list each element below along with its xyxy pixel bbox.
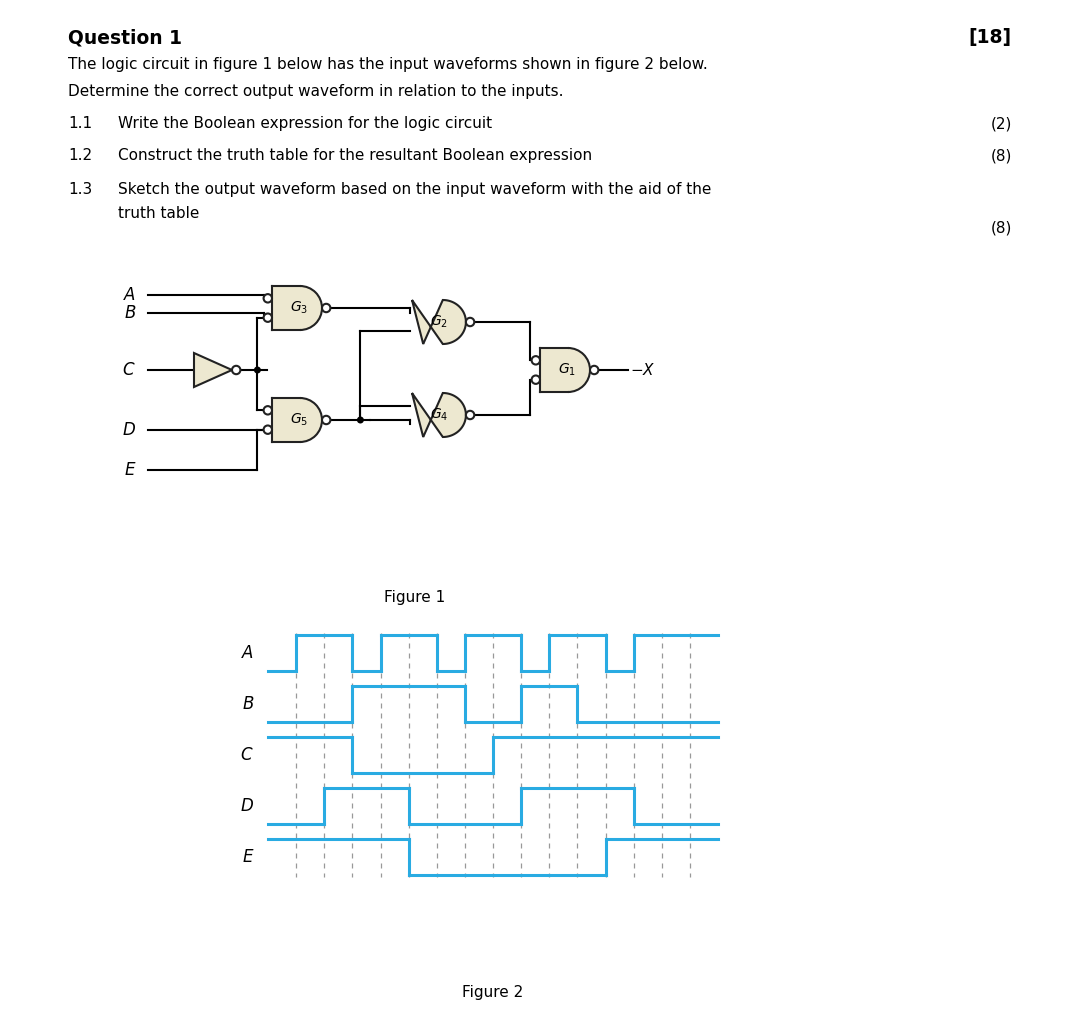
Polygon shape	[272, 398, 300, 442]
Text: 1.3: 1.3	[68, 182, 92, 197]
Circle shape	[465, 318, 474, 326]
Text: $D$: $D$	[240, 797, 254, 815]
Circle shape	[322, 304, 330, 312]
Text: truth table: truth table	[118, 206, 200, 221]
Circle shape	[356, 416, 364, 423]
Text: (8): (8)	[990, 220, 1012, 235]
Circle shape	[254, 367, 261, 374]
Circle shape	[590, 366, 598, 374]
Text: $B$: $B$	[123, 304, 136, 322]
Text: 1.1: 1.1	[68, 116, 92, 131]
Text: Determine the correct output waveform in relation to the inputs.: Determine the correct output waveform in…	[68, 84, 564, 99]
Text: $A$: $A$	[123, 286, 136, 304]
Circle shape	[264, 425, 272, 434]
Polygon shape	[411, 393, 465, 437]
Text: $B$: $B$	[242, 695, 254, 713]
Text: $E$: $E$	[242, 848, 254, 866]
Circle shape	[264, 406, 272, 414]
Text: $G_5$: $G_5$	[289, 412, 308, 428]
Text: Figure 2: Figure 2	[462, 985, 524, 1000]
Polygon shape	[568, 348, 590, 392]
Text: Sketch the output waveform based on the input waveform with the aid of the: Sketch the output waveform based on the …	[118, 182, 712, 197]
Polygon shape	[300, 398, 322, 442]
Text: 1.2: 1.2	[68, 148, 92, 163]
Text: The logic circuit in figure 1 below has the input waveforms shown in figure 2 be: The logic circuit in figure 1 below has …	[68, 57, 707, 72]
Text: $C$: $C$	[241, 746, 254, 764]
Circle shape	[264, 294, 272, 303]
Text: $G_4$: $G_4$	[430, 407, 448, 423]
Text: Question 1: Question 1	[68, 28, 183, 47]
Text: $E$: $E$	[123, 461, 136, 479]
Text: $G_3$: $G_3$	[289, 300, 308, 316]
Text: $C$: $C$	[122, 361, 136, 379]
Text: $A$: $A$	[241, 644, 254, 663]
Text: $D$: $D$	[122, 421, 136, 439]
Text: Construct the truth table for the resultant Boolean expression: Construct the truth table for the result…	[118, 148, 592, 163]
Circle shape	[322, 415, 330, 424]
Polygon shape	[272, 286, 300, 330]
Circle shape	[465, 411, 474, 419]
Text: Write the Boolean expression for the logic circuit: Write the Boolean expression for the log…	[118, 116, 492, 131]
Circle shape	[264, 313, 272, 322]
Polygon shape	[300, 286, 322, 330]
Circle shape	[531, 376, 540, 384]
Circle shape	[232, 366, 241, 374]
Text: $G_1$: $G_1$	[558, 362, 576, 378]
Polygon shape	[540, 348, 568, 392]
Text: $-X$: $-X$	[631, 362, 656, 378]
Polygon shape	[194, 353, 232, 387]
Text: (8): (8)	[990, 148, 1012, 163]
Text: (2): (2)	[990, 116, 1012, 131]
Polygon shape	[411, 300, 465, 344]
Circle shape	[531, 357, 540, 365]
Text: Figure 1: Figure 1	[384, 590, 446, 605]
Text: $G_2$: $G_2$	[430, 314, 448, 330]
Text: [18]: [18]	[969, 28, 1012, 47]
